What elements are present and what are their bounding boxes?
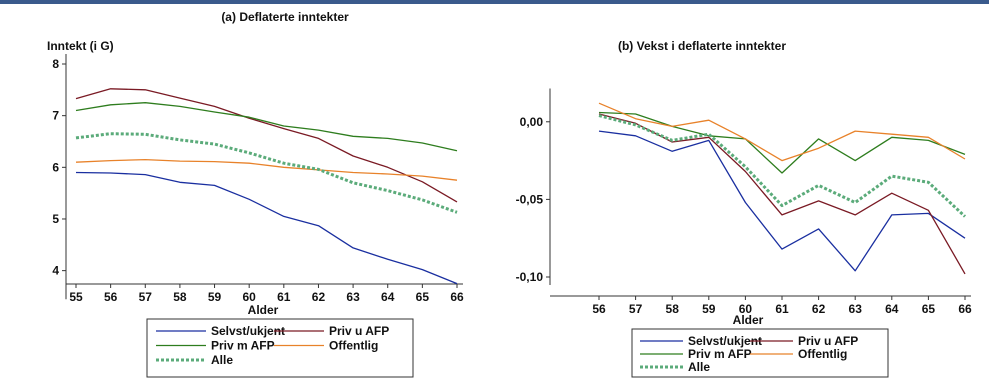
chart-b-series-line-alle xyxy=(598,114,967,218)
chart-a-legend: Selvst/ukjent Priv u AFP Priv m AFP Offentl… xyxy=(146,318,414,378)
chart-b-x-tick-label: 64 xyxy=(885,302,899,316)
chart-b-y-tick-label: 0,00 xyxy=(520,115,544,129)
chart-b-series-line-selvst-ukjent xyxy=(598,130,966,272)
chart-a-series-line-offentlig xyxy=(75,158,458,181)
chart-b-y-tick-label: -0,05 xyxy=(516,192,544,206)
chart-b-x-tick-label: 65 xyxy=(922,302,936,316)
chart-b-title: (b) Vekst i deflaterte inntekter xyxy=(618,39,786,53)
chart-b-x-tick-label: 58 xyxy=(666,302,680,316)
chart-b-x-tick-label: 66 xyxy=(958,302,972,316)
chart-b-x-axis-label: Alder xyxy=(733,313,764,327)
chart-a-series-line-priv-u-afp xyxy=(75,88,458,203)
chart-a-series-line-alle xyxy=(75,132,458,214)
chart-a-legend-label: Priv m AFP xyxy=(211,339,275,353)
chart-a-legend-label: Alle xyxy=(211,353,233,367)
chart-b-x-tick-label: 60 xyxy=(739,302,753,316)
chart-a-y-tick-label: 7 xyxy=(52,109,59,123)
chart-a-x-tick-label: 60 xyxy=(243,290,257,304)
chart-a-x-tick-label: 61 xyxy=(277,290,291,304)
chart-b-y-tick-label: -0,10 xyxy=(516,270,544,284)
chart-a-x-tick-label: 57 xyxy=(139,290,153,304)
chart-a-x-axis-label: Alder xyxy=(248,303,279,317)
chart-b-x-tick-label: 56 xyxy=(592,302,606,316)
chart-a-series-line-priv-m-afp xyxy=(75,102,458,152)
chart-b-income-growth: (b) Vekst i deflaterte inntekter Alder 0… xyxy=(516,39,972,378)
chart-a-deflated-income: (a) Deflaterte inntekter Inntekt (i G) A… xyxy=(47,10,464,378)
chart-b-legend-label: Priv u AFP xyxy=(798,334,858,348)
chart-a-series-line-selvst-ukjent xyxy=(75,171,458,285)
chart-b-legend-label: Alle xyxy=(688,360,710,374)
chart-b-legend-box xyxy=(631,328,889,378)
chart-a-y-tick-label: 6 xyxy=(52,160,59,174)
chart-b-legend-label: Selvst/ukjent xyxy=(688,334,762,348)
chart-b-x-tick-label: 62 xyxy=(812,302,826,316)
chart-a-y-tick-label: 8 xyxy=(52,57,59,71)
top-rule xyxy=(0,0,989,4)
chart-b-x-tick-label: 57 xyxy=(629,302,643,316)
chart-a-legend-label: Priv u AFP xyxy=(329,324,389,338)
chart-b-x-tick-label: 59 xyxy=(702,302,716,316)
chart-a-x-tick-label: 66 xyxy=(450,290,464,304)
chart-b-x-tick-label: 61 xyxy=(775,302,789,316)
chart-b-series-line-priv-m-afp xyxy=(598,111,966,174)
chart-b-series-line-priv-u-afp xyxy=(598,113,966,275)
chart-a-title: (a) Deflaterte inntekter xyxy=(221,10,349,24)
chart-a-legend-label: Offentlig xyxy=(329,339,378,353)
chart-a-y-tick-label: 5 xyxy=(52,212,59,226)
chart-a-x-tick-label: 58 xyxy=(173,290,187,304)
chart-a-legend-box xyxy=(146,318,414,378)
chart-a-x-tick-label: 64 xyxy=(381,290,395,304)
chart-b-x-tick-label: 63 xyxy=(849,302,863,316)
chart-a-x-tick-label: 62 xyxy=(312,290,326,304)
chart-b-series-line-offentlig xyxy=(598,102,966,162)
chart-a-x-tick-label: 63 xyxy=(346,290,360,304)
chart-b-plot-area: 0,00 -0,05 -0,10 56 57 58 59 60 61 62 63 64 65 66 xyxy=(516,88,972,316)
chart-a-x-tick-label: 65 xyxy=(416,290,430,304)
chart-a-x-tick-label: 59 xyxy=(208,290,222,304)
chart-a-legend-label: Selvst/ukjent xyxy=(211,324,285,338)
chart-a-x-tick-label: 55 xyxy=(69,290,83,304)
chart-b-legend-label: Offentlig xyxy=(798,347,847,361)
chart-a-y-tick-label: 4 xyxy=(52,264,59,278)
chart-b-legend-label: Priv m AFP xyxy=(688,347,752,361)
chart-a-x-tick-label: 56 xyxy=(104,290,118,304)
chart-a-y-axis-label: Inntekt (i G) xyxy=(47,39,114,53)
chart-b-legend: Selvst/ukjent Priv u AFP Priv m AFP Offentl… xyxy=(631,328,889,378)
